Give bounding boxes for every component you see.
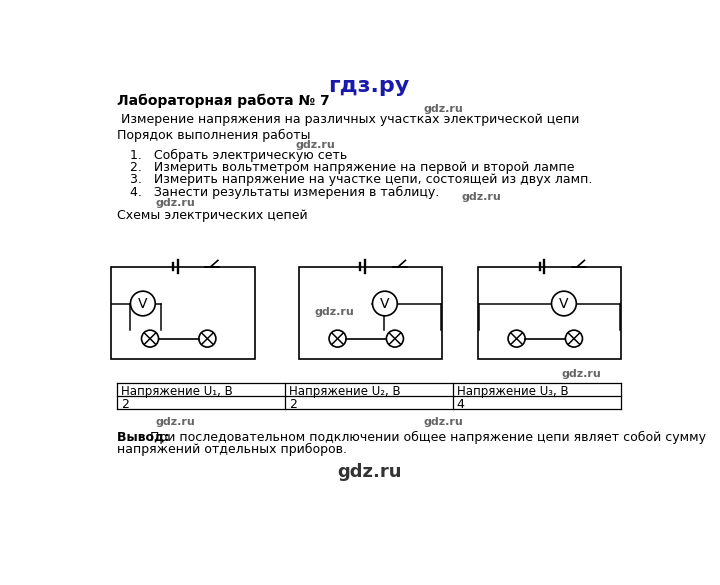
Text: напряжений отдельных приборов.: напряжений отдельных приборов. [117, 443, 347, 456]
Bar [299, 267, 442, 359]
Circle shape [387, 330, 403, 347]
Text: gdz.ru: gdz.ru [156, 198, 196, 208]
Text: Схемы электрических цепей: Схемы электрических цепей [117, 209, 307, 222]
Text: gdz.ru: gdz.ru [561, 369, 601, 379]
Circle shape [142, 330, 158, 347]
Circle shape [130, 291, 156, 316]
Text: Лабораторная работа № 7: Лабораторная работа № 7 [117, 93, 330, 108]
Text: Измерение напряжения на различных участках электрической цепи: Измерение напряжения на различных участк… [117, 112, 580, 126]
Text: 1.   Собрать электрическую сеть: 1. Собрать электрическую сеть [130, 149, 348, 162]
Text: gdz.ru: gdz.ru [295, 139, 335, 150]
Text: V: V [380, 297, 390, 311]
Text: 4: 4 [456, 398, 464, 411]
Text: gdz.ru: gdz.ru [423, 104, 463, 114]
Text: gdz.ru: gdz.ru [156, 417, 196, 426]
Text: 2.   Измерить вольтметром напряжение на первой и второй лампе: 2. Измерить вольтметром напряжение на пе… [130, 161, 575, 174]
Text: gdz.ru: gdz.ru [423, 417, 463, 426]
Circle shape [565, 330, 582, 347]
Text: Напряжение U₁, В: Напряжение U₁, В [121, 385, 233, 398]
Text: 2: 2 [289, 398, 297, 411]
Circle shape [508, 330, 525, 347]
Bar [478, 267, 621, 359]
Text: 2: 2 [121, 398, 129, 411]
Text: Вывод:: Вывод: [117, 431, 174, 443]
Text: 4.   Занести результаты измерения в таблицу.: 4. Занести результаты измерения в таблиц… [130, 185, 439, 199]
Text: gdz.ru: gdz.ru [337, 463, 401, 481]
Circle shape [552, 291, 576, 316]
Text: V: V [559, 297, 569, 311]
Text: гдз.ру: гдз.ру [328, 77, 410, 97]
Text: При последовательном подключении общее напряжение цепи являет собой сумму: При последовательном подключении общее н… [150, 431, 706, 443]
Text: V: V [138, 297, 148, 311]
Text: gdz.ru: gdz.ru [315, 307, 354, 317]
Circle shape [329, 330, 346, 347]
Bar [112, 267, 255, 359]
Circle shape [199, 330, 216, 347]
Text: gdz.ru: gdz.ru [462, 192, 502, 202]
Circle shape [372, 291, 397, 316]
Text: Напряжение U₃, В: Напряжение U₃, В [456, 385, 569, 398]
Text: Напряжение U₂, В: Напряжение U₂, В [289, 385, 400, 398]
Text: 3.   Измерить напряжение на участке цепи, состоящей из двух ламп.: 3. Измерить напряжение на участке цепи, … [130, 173, 593, 187]
Text: Порядок выполнения работы: Порядок выполнения работы [117, 129, 310, 142]
